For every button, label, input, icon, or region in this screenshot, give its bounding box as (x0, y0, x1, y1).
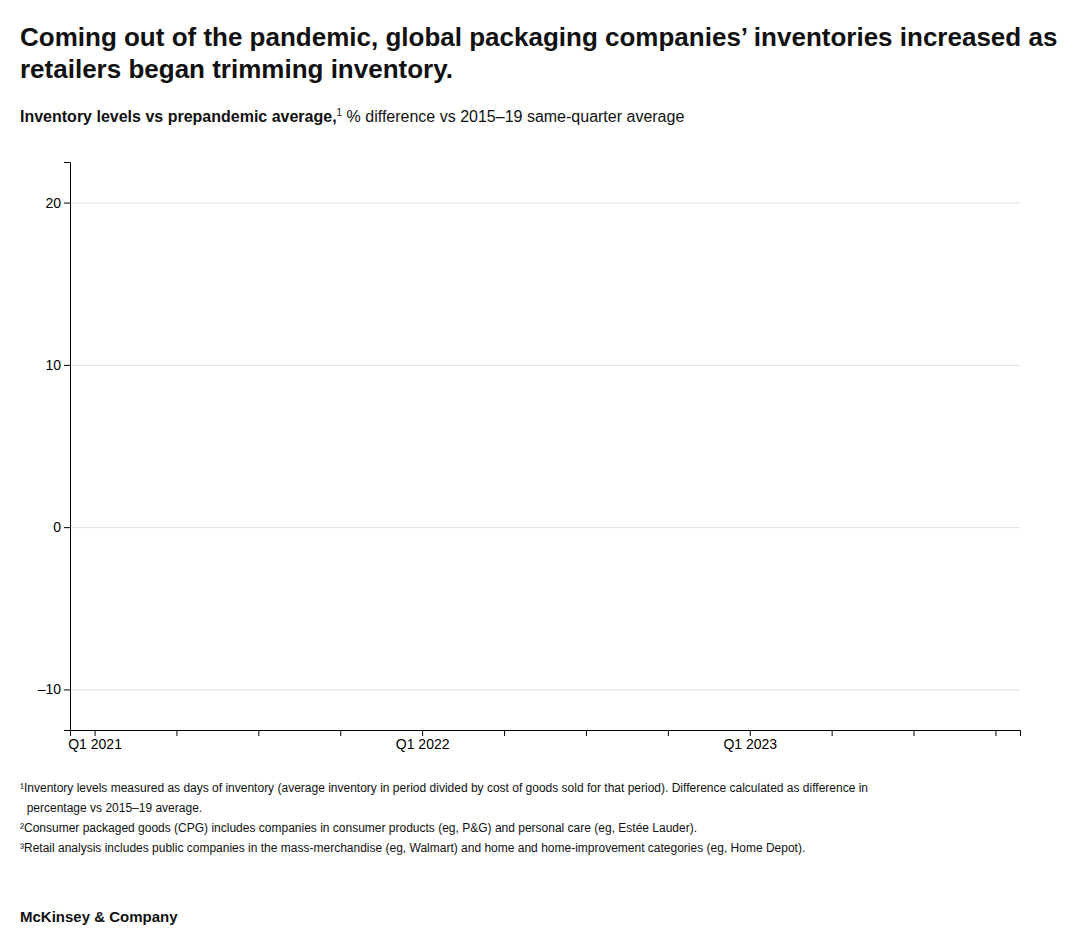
y-tick-mark (64, 527, 70, 528)
x-tick (995, 730, 996, 736)
grid (70, 203, 1020, 690)
grid-tick (70, 527, 1020, 528)
y-tick-mark (64, 365, 70, 366)
y-tick: –10 (38, 681, 70, 697)
y-tick-label: 0 (53, 519, 61, 535)
x-tick (258, 730, 259, 736)
y-tick-label: 10 (45, 357, 61, 373)
y-tick-mark (64, 203, 70, 204)
grid-tick (70, 689, 1020, 690)
x-tick-label: Q1 2023 (723, 736, 777, 752)
subtitle: Inventory levels vs prepandemic average,… (20, 107, 684, 125)
x-tick (176, 730, 177, 736)
plot: –10 0 10 20 Q1 2021 Q1 2022 Q1 2023 (38, 163, 1021, 752)
x-tick (668, 730, 669, 736)
x-tick-mark (340, 730, 341, 736)
x-tick-mark (586, 730, 587, 736)
x-tick-mark (176, 730, 177, 736)
x-tick-label: Q1 2021 (68, 736, 122, 752)
footnotes: ¹Inventory levels measured as days of in… (20, 781, 868, 855)
x-tick (586, 730, 587, 736)
y-tick: 0 (53, 519, 70, 535)
footnote: percentage vs 2015–19 average. (20, 801, 202, 815)
y-axis-line (64, 163, 71, 731)
x-tick-mark (995, 730, 996, 736)
title: Coming out of the pandemic, global packa… (20, 22, 1057, 84)
y-tick: 20 (45, 195, 70, 211)
x-tick: Q1 2023 (723, 730, 777, 752)
grid-line (70, 365, 1020, 366)
footnote: ²Consumer packaged goods (CPG) includes … (20, 821, 697, 835)
grid-tick (70, 365, 1020, 366)
footnote: ³Retail analysis includes public compani… (20, 841, 805, 855)
footnote: ¹Inventory levels measured as days of in… (20, 781, 868, 795)
x-tick-mark (668, 730, 669, 736)
x-tick: Q1 2021 (68, 730, 122, 752)
x-tick (340, 730, 341, 736)
x-tick (914, 730, 915, 736)
x-tick (504, 730, 505, 736)
subtitle-part: % difference vs 2015–19 same-quarter ave… (342, 108, 684, 125)
x-axis-line (71, 731, 1021, 737)
x-tick-mark (832, 730, 833, 736)
x-tick-label: Q1 2022 (396, 736, 450, 752)
y-tick-label: 20 (45, 195, 61, 211)
subtitle-part: Inventory levels vs prepandemic average, (20, 108, 337, 125)
grid-line (70, 689, 1020, 690)
x-tick-mark (914, 730, 915, 736)
x-tick: Q1 2022 (396, 730, 450, 752)
chart: Coming out of the pandemic, global packa… (0, 0, 1080, 944)
y-tick: 10 (45, 357, 70, 373)
y-axis: –10 0 10 20 (38, 163, 71, 731)
x-tick (832, 730, 833, 736)
x-tick-mark (258, 730, 259, 736)
x-axis: Q1 2021 Q1 2022 Q1 2023 (68, 730, 1020, 752)
x-tick-mark (504, 730, 505, 736)
grid-line (70, 203, 1020, 204)
grid-line (70, 527, 1020, 528)
y-tick-label: –10 (38, 681, 62, 697)
y-tick-mark (64, 689, 70, 690)
grid-tick (70, 203, 1020, 204)
source: McKinsey & Company (20, 908, 178, 925)
